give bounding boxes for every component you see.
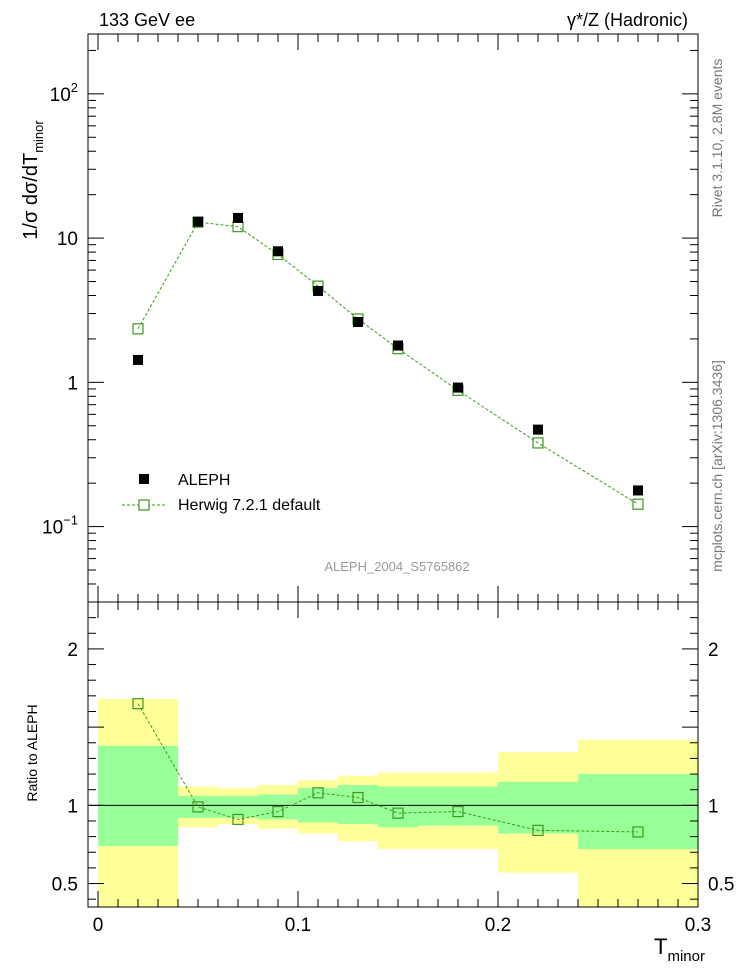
ratio-axis-ticks (88, 602, 699, 907)
x-axis-label: Tminor (654, 934, 705, 965)
mc-ratio-point (632, 826, 644, 838)
ratio-band-inner (338, 785, 378, 825)
ratio-y-tick-label-right: 2 (708, 640, 719, 661)
x-tick-label: 0.2 (485, 915, 511, 936)
data-point (233, 212, 243, 223)
mc-ratio-point (392, 807, 404, 819)
main-y-tick-labels: 10−1 1 10 102 (42, 80, 78, 539)
main-y-tick-label: 10 (57, 229, 78, 250)
mc-ratio-point (132, 698, 144, 710)
mc-series (132, 216, 644, 510)
ratio-uncertainty-bands (98, 698, 698, 907)
ratio-y-tick-label-right: 1 (708, 796, 719, 817)
mc-ratio-line (137, 703, 639, 833)
ratio-y-tick-label: 0.5 (52, 875, 78, 896)
main-y-axis-label: 1/σ dσ/dTminor (20, 120, 46, 240)
data-series (133, 212, 643, 496)
data-point (353, 317, 363, 328)
ratio-y-axis-label: Ratio to ALEPH (24, 704, 40, 801)
data-point (193, 216, 203, 227)
x-tick-label: 0.3 (685, 915, 711, 936)
legend-data-label: ALEPH (178, 472, 230, 489)
data-point (533, 424, 543, 435)
mc-ratio-point (312, 787, 324, 799)
ratio-y-tick-label-right: 0.5 (708, 875, 734, 896)
mc-ratio-point (452, 805, 464, 818)
mc-ratio-point (272, 805, 284, 818)
ylabel-subscript: minor (31, 120, 46, 153)
x-tick-label: 0 (93, 915, 104, 936)
ratio-y-tick-label: 1 (67, 796, 78, 817)
main-panel-frame (87, 33, 699, 603)
main-y-tick-label: 1 (67, 373, 78, 394)
xlabel-subscript: minor (667, 948, 705, 965)
mc-ratio-point (532, 824, 544, 836)
ylabel-prefix: 1/σ dσ/dT (20, 153, 42, 240)
ratio-band-inner (578, 774, 698, 850)
data-point (453, 382, 463, 393)
mc-ratio-point (192, 801, 204, 813)
main-y-tick-label: 10−1 (42, 513, 78, 539)
ratio-band-inner (378, 786, 418, 828)
process-label: γ*/Z (Hadronic) (567, 10, 688, 30)
mc-ratio-point (232, 813, 244, 826)
mcplots-label: mcplots.cern.ch [arXiv:1306.3436] (709, 360, 725, 572)
rivet-label: Rivet 3.1.10, 2.8M events (709, 59, 725, 218)
mc-point (532, 437, 544, 449)
main-axis-ticks (88, 34, 699, 603)
energy-label: 133 GeV ee (99, 10, 195, 30)
legend: ALEPH Herwig 7.2.1 default (122, 472, 321, 514)
legend-mc-label: Herwig 7.2.1 default (178, 497, 321, 514)
mc-ratio-point (352, 791, 364, 804)
ratio-band-inner (98, 745, 178, 846)
ratio-y-tick-labels: 0.5 0.5 1 1 2 2 (52, 640, 735, 896)
data-point (133, 354, 143, 365)
ratio-y-tick-label: 2 (67, 640, 78, 661)
ratio-band-inner (178, 795, 218, 818)
xlabel-base: T (654, 934, 667, 959)
mc-point (132, 323, 144, 335)
analysis-watermark: ALEPH_2004_S5765862 (324, 559, 469, 574)
data-point (313, 285, 323, 296)
legend-data-marker (139, 474, 149, 484)
x-tick-labels: 0 0.1 0.2 0.3 (93, 915, 712, 936)
mc-point (632, 498, 644, 510)
mc-ratio-series (132, 698, 644, 838)
ratio-band-inner (218, 795, 258, 818)
mc-point (232, 221, 244, 233)
data-point (393, 340, 403, 351)
data-point (273, 246, 283, 257)
mc-line (137, 221, 639, 505)
legend-mc-marker (138, 499, 150, 511)
main-y-tick-label: 102 (50, 80, 78, 106)
data-point (633, 485, 643, 496)
x-tick-label: 0.1 (285, 915, 311, 936)
ratio-panel-frame (87, 601, 699, 908)
